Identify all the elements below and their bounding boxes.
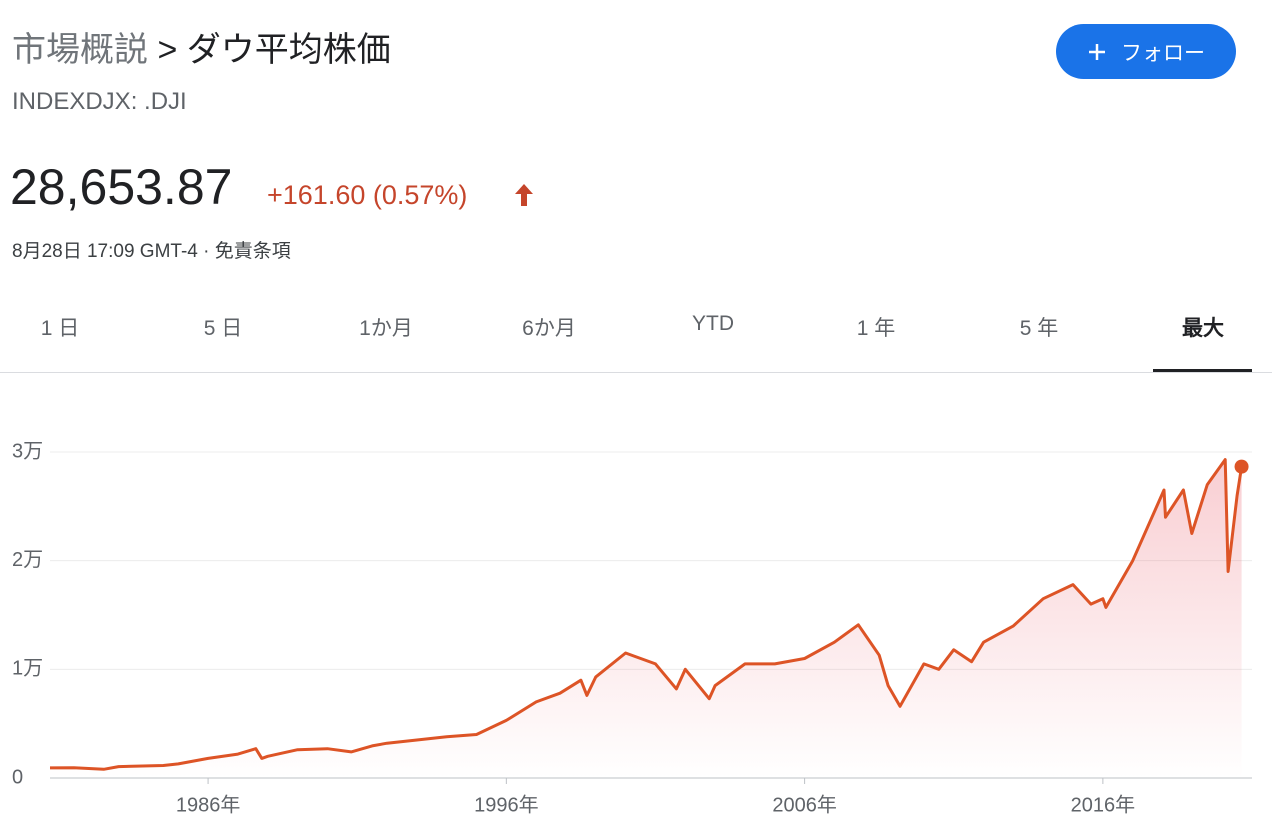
ticker: INDEXDJX: .DJI xyxy=(12,88,187,115)
price: 28,653.87 xyxy=(10,159,233,215)
x-tick-label: 1986年 xyxy=(176,793,241,816)
separator: > xyxy=(157,31,178,69)
follow-label: フォロー xyxy=(1121,41,1205,65)
tab[interactable]: 5 日 xyxy=(203,317,243,340)
tab[interactable]: 1か月 xyxy=(359,317,413,340)
y-tick-label: 3万 xyxy=(12,440,43,462)
end-dot xyxy=(1234,459,1249,474)
tab[interactable]: 1 日 xyxy=(40,317,80,340)
y-tick-label: 1万 xyxy=(12,658,43,680)
title: ダウ平均株価 xyxy=(186,31,391,69)
up-arrow xyxy=(515,184,533,206)
disclaimer[interactable]: 免責条項 xyxy=(214,241,291,262)
breadcrumb[interactable]: 市場概説 xyxy=(12,31,148,69)
x-tick-label: 1996年 xyxy=(474,793,539,816)
timestamp: 8月28日 17:09 GMT-4 xyxy=(12,241,198,262)
range-tabs: 1 日 5 日 1か月 6か月 YTD 1 年 5 年 最大 xyxy=(0,300,1272,373)
tab[interactable]: 1 年 xyxy=(856,317,896,340)
page-title: 市場概説 > ダウ平均株価 xyxy=(12,22,391,71)
y-tick-label: 0 xyxy=(12,766,23,788)
area-fill xyxy=(50,459,1242,778)
tab[interactable]: 5 年 xyxy=(1019,317,1059,340)
follow-button[interactable]: フォロー xyxy=(1056,24,1236,79)
x-tick-label: 2016年 xyxy=(1071,793,1136,816)
tab-underline xyxy=(1153,369,1252,372)
line xyxy=(49,458,1244,771)
x-tick-label: 2006年 xyxy=(772,793,837,816)
change: +161.60 (0.57%) xyxy=(267,180,468,210)
separator: · xyxy=(203,241,210,262)
timestamp-line: 8月28日 17:09 GMT-4 · 免責条項 xyxy=(12,236,291,263)
tab[interactable]: 6か月 xyxy=(522,317,576,340)
y-tick-label: 2万 xyxy=(12,549,43,571)
plus-icon xyxy=(1089,43,1105,60)
tab[interactable]: 最大 xyxy=(1182,317,1224,340)
tab[interactable]: YTD xyxy=(692,312,734,335)
